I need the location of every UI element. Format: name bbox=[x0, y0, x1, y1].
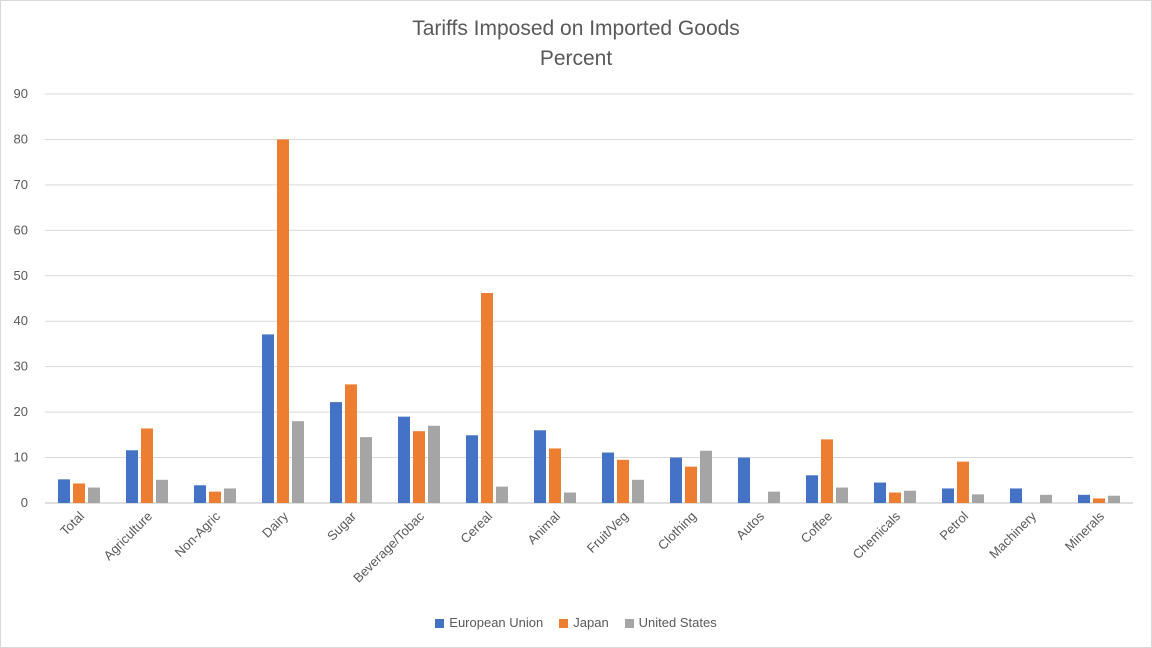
bar-japan-coffee bbox=[821, 439, 833, 503]
bar-european-union-total bbox=[58, 479, 70, 503]
bar-japan-cereal bbox=[481, 293, 493, 503]
x-tick-label: Dairy bbox=[259, 508, 291, 540]
bar-european-union-petrol bbox=[942, 488, 954, 503]
bar-united-states-autos bbox=[768, 491, 780, 503]
bar-united-states-beverage-tobac bbox=[428, 425, 440, 503]
x-tick-label: Beverage/Tobac bbox=[350, 508, 427, 585]
legend-label: United States bbox=[638, 615, 717, 630]
bar-european-union-chemicals bbox=[874, 482, 886, 503]
bar-european-union-autos bbox=[738, 457, 750, 503]
bar-united-states-animal bbox=[564, 492, 576, 503]
bar-united-states-sugar bbox=[360, 437, 372, 503]
bar-japan-animal bbox=[549, 448, 561, 503]
bar-united-states-coffee bbox=[836, 487, 848, 503]
y-tick-label: 80 bbox=[14, 131, 28, 146]
x-tick-label: Sugar bbox=[324, 508, 360, 544]
bar-european-union-machinery bbox=[1010, 488, 1022, 503]
bar-united-states-chemicals bbox=[904, 490, 916, 503]
x-tick-label: Total bbox=[57, 508, 87, 538]
bar-european-union-agriculture bbox=[126, 450, 138, 503]
x-tick-label: Cereal bbox=[457, 508, 495, 546]
legend-swatch bbox=[624, 619, 634, 629]
y-tick-label: 90 bbox=[14, 86, 28, 101]
x-axis-labels: Total Agriculture Non-Agric Dairy SugarBever… bbox=[57, 508, 1107, 586]
y-tick-label: 60 bbox=[14, 222, 28, 237]
y-tick-label: 50 bbox=[14, 268, 28, 283]
bar-european-union-animal bbox=[534, 430, 546, 503]
x-tick-label: Coffee bbox=[798, 509, 836, 547]
x-tick-label: Autos bbox=[733, 508, 767, 542]
bar-japan-clothing bbox=[685, 466, 697, 503]
bar-japan-chemicals bbox=[889, 492, 901, 503]
chart-subtitle: Percent bbox=[539, 47, 613, 70]
legend-item: Japan bbox=[559, 615, 609, 630]
bar-japan-petrol bbox=[957, 461, 969, 503]
x-tick-label: Agriculture bbox=[101, 509, 156, 564]
y-tick-label: 30 bbox=[14, 359, 28, 374]
y-tick-label: 70 bbox=[14, 177, 28, 192]
bar-european-union-beverage-tobac bbox=[398, 416, 410, 503]
legend-item: United States bbox=[624, 615, 717, 630]
bar-united-states-fruit-veg bbox=[632, 479, 644, 503]
y-tick-label: 0 bbox=[21, 495, 28, 510]
x-tick-label: Chemicals bbox=[850, 508, 904, 562]
bar-european-union-coffee bbox=[806, 475, 818, 503]
bar-united-states-cereal bbox=[496, 486, 508, 503]
x-tick-label: Petrol bbox=[936, 508, 971, 543]
bar-japan-fruit-veg bbox=[617, 459, 629, 503]
x-tick-label: Clothing bbox=[655, 509, 699, 553]
bar-european-union-clothing bbox=[670, 457, 682, 503]
legend-swatch bbox=[559, 619, 569, 629]
bar-japan-agriculture bbox=[141, 428, 153, 503]
legend-swatch bbox=[435, 619, 445, 629]
legend-label: Japan bbox=[573, 615, 609, 630]
bar-united-states-minerals bbox=[1108, 495, 1120, 503]
x-tick-label: Animal bbox=[524, 508, 563, 547]
y-axis-ticks: 0 10 20 30 40 50 60 70 80 90 bbox=[14, 86, 28, 510]
bar-european-union-sugar bbox=[330, 402, 342, 503]
x-tick-label: Non-Agric bbox=[172, 508, 224, 560]
bar-united-states-petrol bbox=[972, 494, 984, 503]
bar-united-states-clothing bbox=[700, 450, 712, 503]
bar-japan-sugar bbox=[345, 384, 357, 503]
chart-title: Tariffs Imposed on Imported Goods bbox=[412, 17, 740, 40]
y-tick-label: 40 bbox=[14, 313, 28, 328]
legend-item: European Union bbox=[435, 615, 543, 630]
bar-united-states-agriculture bbox=[156, 479, 168, 503]
bar-united-states-machinery bbox=[1040, 494, 1052, 503]
bar-japan-total bbox=[73, 483, 85, 503]
bar-european-union-non-agric bbox=[194, 485, 206, 503]
bar-european-union-dairy bbox=[262, 334, 274, 503]
bar-united-states-total bbox=[88, 487, 100, 503]
bar-japan-dairy bbox=[277, 139, 289, 503]
legend-label: European Union bbox=[449, 615, 544, 630]
bar-united-states-dairy bbox=[292, 421, 304, 503]
bar-european-union-minerals bbox=[1078, 494, 1090, 503]
y-tick-label: 10 bbox=[14, 450, 28, 465]
gridlines bbox=[45, 93, 1133, 504]
bar-european-union-fruit-veg bbox=[602, 452, 614, 503]
bar-united-states-non-agric bbox=[224, 488, 236, 503]
bar-chart: 0 10 20 30 40 50 60 70 80 90 Total Agriculture Non-… bbox=[14, 86, 1133, 586]
x-tick-label: Fruit/Veg bbox=[584, 509, 631, 556]
bars bbox=[58, 139, 1120, 503]
x-tick-label: Minerals bbox=[1062, 508, 1108, 554]
chart-title-block: Tariffs Imposed on Imported Goods Percen… bbox=[0, 14, 1152, 74]
legend: European Union Japan United States bbox=[0, 615, 1152, 630]
y-tick-label: 20 bbox=[14, 404, 28, 419]
bar-european-union-cereal bbox=[466, 435, 478, 503]
bar-japan-non-agric bbox=[209, 491, 221, 503]
x-tick-label: Machinery bbox=[986, 508, 1039, 561]
bar-japan-beverage-tobac bbox=[413, 431, 425, 503]
bar-japan-minerals bbox=[1093, 498, 1105, 503]
